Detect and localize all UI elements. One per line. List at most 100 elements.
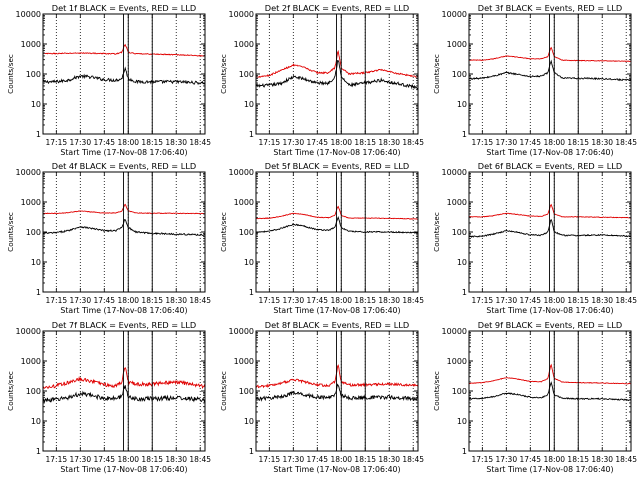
- y-tick-label: 100: [26, 228, 41, 237]
- x-tick-label: 17:45: [93, 296, 115, 305]
- panel-det-9: 1 10 100 1000 10000 17:15 17:30 17:45 18:00 18:15…: [432, 320, 637, 474]
- panel-det-6: 1 10 100 1000 10000 17:15 17:30 17:45 18:00 18:15…: [432, 161, 637, 315]
- panel-det-3: 1 10 100 1000 10000 17:15 17:30 17:45 18:00 18:15…: [432, 3, 637, 157]
- y-tick-label: 10: [457, 100, 467, 109]
- y-tick-label: 10: [457, 258, 467, 267]
- panel-det-4: 1 10 100 1000 10000 17:15 17:30 17:45 18:00 18:15…: [6, 161, 211, 315]
- x-tick-label: 18:15: [567, 455, 589, 464]
- series-line-lld: [468, 46, 632, 63]
- y-tick-label: 1: [36, 447, 41, 456]
- x-tick-label: 17:45: [93, 138, 115, 147]
- y-tick-label: 1: [462, 288, 467, 297]
- y-tick-label: 1000: [234, 357, 254, 366]
- x-tick-label: 17:30: [282, 455, 304, 464]
- y-tick-label: 1000: [21, 198, 41, 207]
- x-tick-label: 18:30: [165, 296, 187, 305]
- x-tick-label: 18:30: [378, 296, 400, 305]
- x-tick-label: 17:30: [282, 138, 304, 147]
- y-axis-label: Counts/sec: [6, 371, 15, 411]
- series-line-lld: [42, 203, 206, 215]
- y-tick-label: 1000: [447, 198, 467, 207]
- y-tick-label: 10000: [229, 168, 254, 177]
- x-axis-label: Start Time (17-Nov-08 17:06:40): [486, 465, 613, 474]
- x-tick-label: 18:00: [330, 138, 352, 147]
- x-tick-label: 18:15: [354, 138, 376, 147]
- y-axis-label: Counts/sec: [219, 212, 228, 252]
- series-line-lld: [255, 49, 419, 78]
- x-tick-label: 18:00: [117, 296, 139, 305]
- series-line-events: [255, 215, 419, 235]
- x-tick-label: 18:45: [615, 455, 637, 464]
- plot-frame: [468, 330, 632, 452]
- x-axis-label: Start Time (17-Nov-08 17:06:40): [60, 465, 187, 474]
- plot-frame: [468, 171, 632, 293]
- y-tick-label: 1000: [21, 40, 41, 49]
- y-tick-label: 10: [244, 417, 254, 426]
- series-line-events: [468, 59, 632, 82]
- x-tick-label: 17:15: [46, 455, 68, 464]
- y-tick-label: 10: [31, 417, 41, 426]
- y-tick-label: 1: [462, 130, 467, 139]
- x-tick-label: 17:45: [519, 455, 541, 464]
- x-tick-label: 17:15: [259, 138, 281, 147]
- y-tick-label: 1: [249, 130, 254, 139]
- y-tick-label: 100: [452, 387, 467, 396]
- panel-det-7: 1 10 100 1000 10000 17:15 17:30 17:45 18:00 18:15…: [6, 320, 211, 474]
- y-tick-label: 10000: [16, 327, 41, 336]
- x-tick-label: 18:00: [330, 296, 352, 305]
- y-tick-label: 100: [452, 228, 467, 237]
- y-tick-label: 100: [239, 228, 254, 237]
- panel-det-8: 1 10 100 1000 10000 17:15 17:30 17:45 18:00 18:15…: [219, 320, 424, 474]
- y-axis-label: Counts/sec: [219, 371, 228, 411]
- x-tick-label: 17:30: [69, 296, 91, 305]
- x-tick-label: 18:45: [189, 455, 211, 464]
- series-line-events: [42, 66, 206, 86]
- series-line-events: [42, 219, 206, 236]
- series-line-lld: [468, 363, 632, 385]
- y-tick-label: 100: [26, 70, 41, 79]
- y-tick-label: 10: [31, 100, 41, 109]
- x-tick-label: 18:45: [402, 455, 424, 464]
- y-tick-label: 10000: [16, 168, 41, 177]
- x-tick-label: 17:30: [282, 296, 304, 305]
- y-tick-label: 10: [31, 258, 41, 267]
- x-tick-label: 18:15: [354, 296, 376, 305]
- x-tick-label: 18:30: [591, 138, 613, 147]
- panel-title: Det 9f BLACK = Events, RED = LLD: [478, 320, 622, 330]
- y-tick-label: 1: [249, 288, 254, 297]
- x-tick-label: 18:00: [543, 138, 565, 147]
- plot-frame: [468, 13, 632, 135]
- x-tick-label: 18:00: [330, 455, 352, 464]
- plot-frame: [42, 171, 206, 293]
- series-line-lld: [42, 43, 206, 57]
- y-tick-label: 1000: [234, 198, 254, 207]
- x-tick-label: 17:45: [306, 138, 328, 147]
- plot-frame: [255, 330, 419, 452]
- plot-frame: [42, 330, 206, 452]
- x-tick-label: 18:15: [141, 455, 163, 464]
- x-axis-label: Start Time (17-Nov-08 17:06:40): [60, 148, 187, 157]
- y-tick-label: 100: [452, 70, 467, 79]
- x-tick-label: 17:45: [306, 296, 328, 305]
- y-tick-label: 10: [457, 417, 467, 426]
- panel-title: Det 7f BLACK = Events, RED = LLD: [52, 320, 196, 330]
- x-axis-label: Start Time (17-Nov-08 17:06:40): [60, 306, 187, 315]
- x-axis-label: Start Time (17-Nov-08 17:06:40): [273, 148, 400, 157]
- panel-title: Det 8f BLACK = Events, RED = LLD: [265, 320, 409, 330]
- x-tick-label: 18:00: [117, 455, 139, 464]
- x-tick-label: 17:15: [46, 296, 68, 305]
- x-tick-label: 18:30: [591, 296, 613, 305]
- y-tick-label: 1: [462, 447, 467, 456]
- y-tick-label: 10000: [229, 327, 254, 336]
- series-line-events: [468, 219, 632, 238]
- series-line-lld: [255, 205, 419, 220]
- x-tick-label: 18:00: [543, 455, 565, 464]
- y-tick-label: 10000: [16, 10, 41, 19]
- series-line-events: [255, 383, 419, 402]
- series-line-lld: [42, 366, 206, 390]
- x-tick-label: 17:45: [306, 455, 328, 464]
- panel-title: Det 6f BLACK = Events, RED = LLD: [478, 161, 622, 171]
- x-tick-label: 17:15: [259, 455, 281, 464]
- series-line-events: [468, 381, 632, 402]
- y-tick-label: 10: [244, 100, 254, 109]
